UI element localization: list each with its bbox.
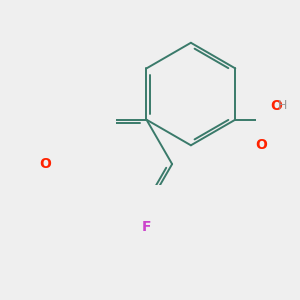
Text: H: H [278,98,287,112]
Text: O: O [39,157,51,171]
Text: O: O [255,138,267,152]
Text: O: O [270,99,282,113]
Text: F: F [142,220,151,234]
